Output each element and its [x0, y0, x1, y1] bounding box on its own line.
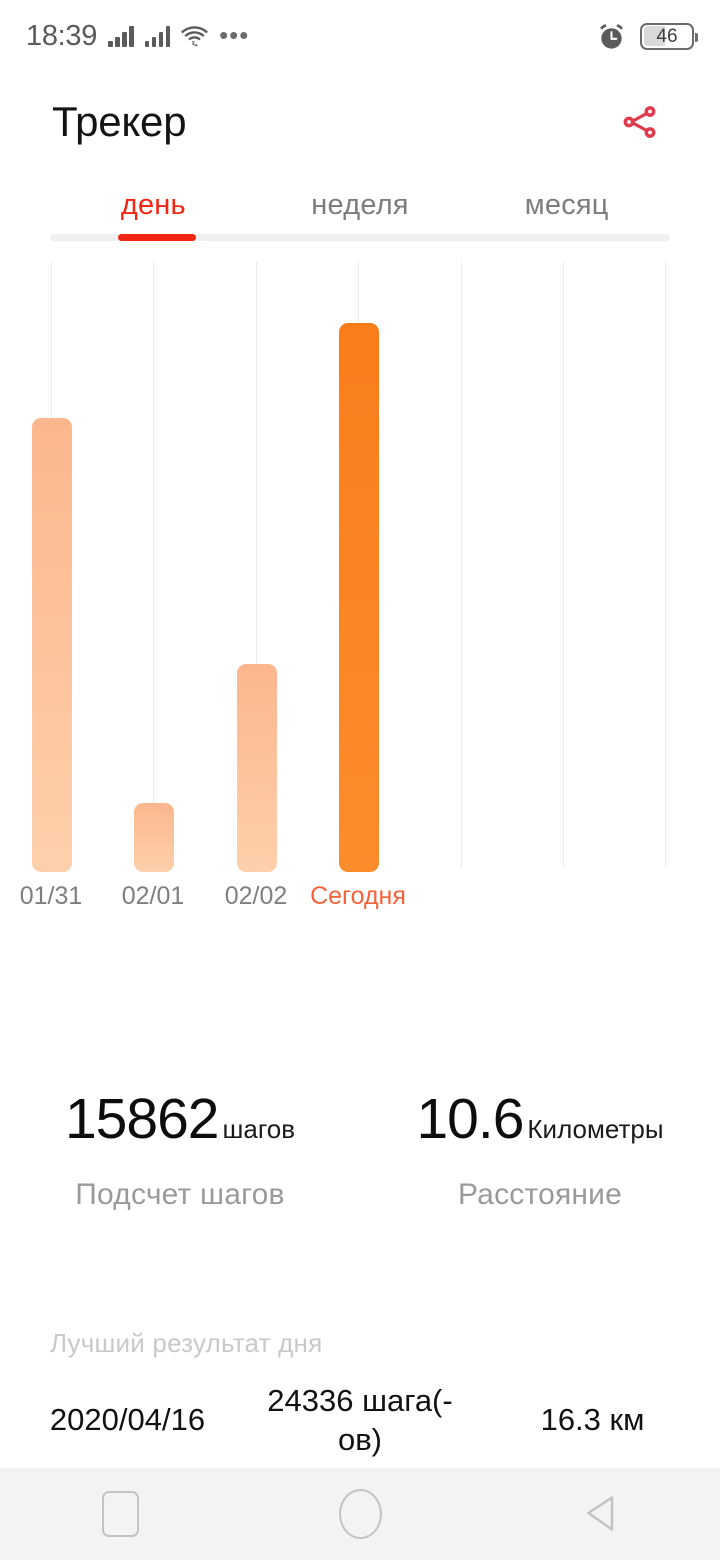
chart-gridline [256, 262, 257, 868]
best-result-steps: 24336 шага(-ов) [267, 1383, 453, 1457]
stat-steps-value: 15862 [64, 1087, 220, 1151]
best-result-date: 2020/04/16 [49, 1402, 206, 1438]
stat-steps-main: 15862 шагов [64, 1087, 296, 1151]
tabs-row: день неделя месяц [50, 176, 670, 234]
square-recents-icon [101, 1491, 139, 1537]
chart-bar[interactable] [134, 803, 174, 872]
x-axis-label-today: Сегодня [310, 882, 406, 910]
status-bar: 18:39 ••• 46 [0, 0, 720, 72]
battery-fill [643, 26, 665, 46]
period-tabs: день неделя месяц [50, 176, 670, 241]
stat-distance-caption: Расстояние [457, 1177, 623, 1211]
stat-distance-value: 10.6 [416, 1087, 524, 1151]
share-icon [623, 106, 656, 138]
chart-gridline [563, 262, 564, 868]
status-bar-right: 46 [597, 22, 698, 51]
triangle-back-icon [587, 1496, 614, 1531]
stat-distance: 10.6 Километры Расстояние [360, 1087, 720, 1212]
tab-day[interactable]: день [120, 188, 186, 221]
ellipsis-icon: ••• [219, 20, 250, 51]
chart-bar[interactable] [32, 418, 72, 872]
tab-track [50, 234, 670, 241]
status-bar-left: 18:39 ••• [26, 19, 250, 52]
x-axis-label: 01/31 [19, 882, 83, 910]
tab-week[interactable]: неделя [311, 188, 409, 221]
chart-gridline [461, 262, 462, 868]
stat-distance-main: 10.6 Километры [416, 1087, 664, 1151]
nav-back-button[interactable] [545, 1468, 655, 1560]
nav-home-button[interactable] [305, 1468, 415, 1560]
nav-recents-button[interactable] [65, 1468, 175, 1560]
best-result-title: Лучший результат дня [50, 1328, 323, 1358]
stat-steps-caption: Подсчет шагов [75, 1177, 285, 1211]
chart-gridline [665, 262, 666, 868]
alarm-clock-icon [597, 22, 626, 51]
summary-stats: 15862 шагов Подсчет шагов 10.6 Километры… [0, 1087, 720, 1212]
tab-active-indicator [118, 234, 196, 241]
battery-indicator: 46 [640, 22, 698, 50]
signal-bars-icon-2 [144, 25, 171, 47]
stat-steps-unit: шагов [222, 1114, 296, 1144]
battery-level: 46 [656, 25, 678, 47]
system-nav-bar [0, 1468, 720, 1560]
stat-steps: 15862 шагов Подсчет шагов [0, 1087, 360, 1212]
best-result-row: 2020/04/16 24336 шага(-ов) 16.3 км [0, 1382, 720, 1460]
stat-distance-unit: Километры [527, 1114, 664, 1144]
circle-home-icon [338, 1489, 382, 1539]
chart-bar[interactable] [237, 664, 277, 872]
best-result-distance: 16.3 км [540, 1402, 645, 1438]
chart-bar-today[interactable] [339, 323, 379, 872]
x-axis-label: 02/02 [224, 882, 288, 910]
signal-bars-icon [108, 25, 134, 47]
wifi-icon [181, 24, 209, 48]
chart-x-axis-labels: 01/31 02/01 02/02 Сегодня [0, 882, 720, 922]
x-axis-label: 02/01 [121, 882, 185, 910]
app-bar: Трекер [0, 72, 720, 172]
chart-gridline [153, 262, 154, 868]
share-button[interactable] [612, 94, 668, 150]
page-title: Трекер [52, 98, 187, 145]
tab-month[interactable]: месяц [524, 188, 609, 221]
steps-bar-chart[interactable] [0, 262, 720, 872]
status-time: 18:39 [26, 19, 98, 52]
